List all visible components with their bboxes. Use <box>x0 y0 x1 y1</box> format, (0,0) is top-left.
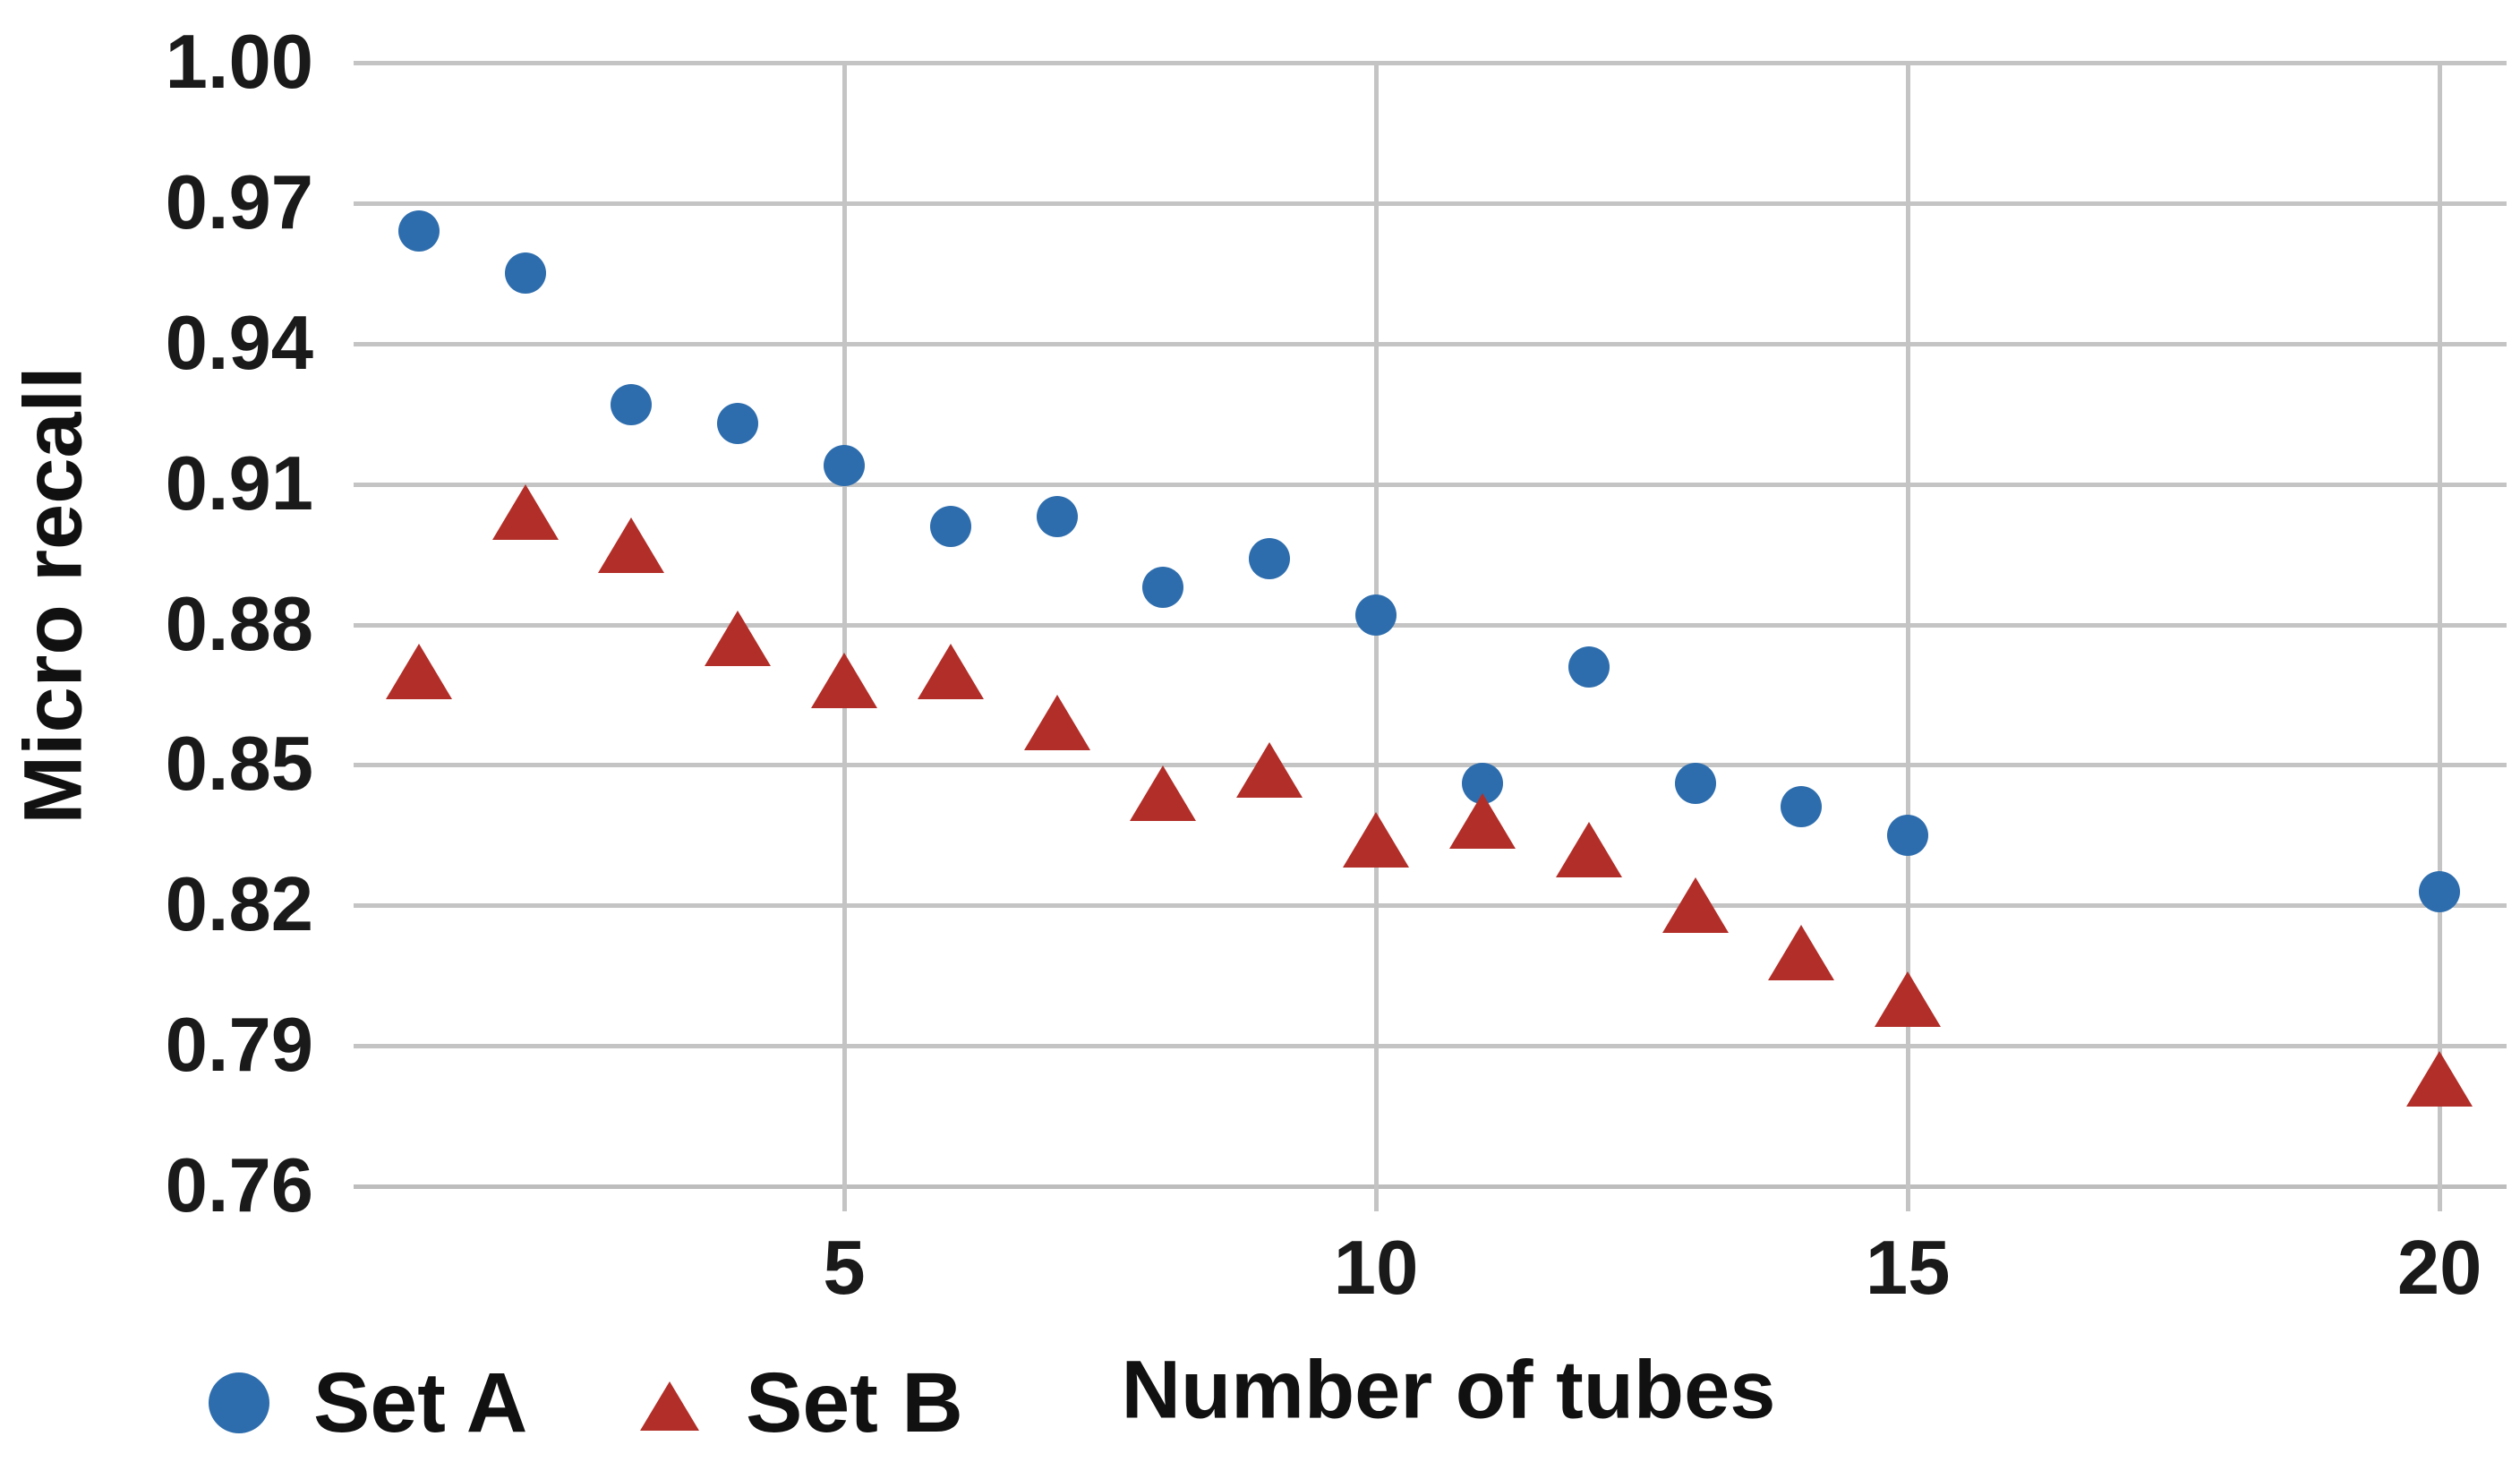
gridline-y <box>354 903 2507 909</box>
gridline-y <box>354 763 2507 768</box>
gridline-y <box>354 61 2507 65</box>
data-point-set-b <box>1768 924 1835 980</box>
y-tick-label: 0.85 <box>165 722 313 808</box>
data-point-set-a <box>929 505 971 547</box>
data-point-set-a <box>1674 763 1716 805</box>
data-point-set-b <box>1023 695 1090 751</box>
data-point-set-a <box>824 444 866 486</box>
data-point-set-a <box>1887 814 1929 856</box>
gridline-y <box>354 1184 2507 1189</box>
data-point-set-a <box>1781 786 1823 828</box>
y-tick-label: 1.00 <box>165 20 313 105</box>
gridline-y <box>354 1044 2507 1049</box>
data-point-set-b <box>491 484 559 540</box>
y-tick-label: 0.79 <box>165 1003 313 1089</box>
data-point-set-a <box>1249 538 1291 580</box>
gridline-x <box>2438 63 2443 1211</box>
gridline-x <box>1374 63 1380 1211</box>
legend-set-a-circle-icon <box>209 1372 269 1433</box>
gridline-x <box>1906 63 1911 1211</box>
data-point-set-a <box>397 210 440 252</box>
gridline-y <box>354 622 2507 628</box>
data-point-set-a <box>1036 496 1078 538</box>
y-tick-label: 0.94 <box>165 300 313 386</box>
gridline-x <box>842 63 848 1211</box>
legend-set-a-label: Set A <box>313 1355 528 1450</box>
data-point-set-b <box>385 643 452 699</box>
gridline-y <box>354 482 2507 487</box>
y-tick-label: 0.91 <box>165 440 313 526</box>
data-point-set-a <box>1142 566 1184 608</box>
data-point-set-b <box>1555 821 1622 877</box>
data-point-set-a <box>1355 594 1397 637</box>
data-point-set-b <box>917 643 984 699</box>
gridline-y <box>354 201 2507 206</box>
data-point-set-a <box>717 402 759 444</box>
legend-set-b-triangle-icon <box>640 1381 699 1431</box>
data-point-set-a <box>1568 646 1610 688</box>
data-point-set-b <box>1448 793 1516 850</box>
data-point-set-b <box>2406 1050 2473 1107</box>
y-axis-title: Micro recall <box>7 366 99 825</box>
y-tick-label: 0.88 <box>165 581 313 667</box>
data-point-set-b <box>598 517 665 573</box>
y-tick-label: 0.97 <box>165 159 313 245</box>
data-point-set-a <box>2419 870 2461 912</box>
data-point-set-b <box>1343 812 1410 868</box>
x-tick-label: 20 <box>2396 1226 2482 1311</box>
data-point-set-b <box>811 653 878 709</box>
y-tick-label: 0.76 <box>165 1143 313 1228</box>
x-tick-label: 5 <box>823 1226 866 1311</box>
data-point-set-b <box>1661 877 1729 934</box>
data-point-set-b <box>1130 765 1197 821</box>
y-tick-label: 0.82 <box>165 862 313 948</box>
legend-set-b-label: Set B <box>746 1355 963 1450</box>
data-point-set-a <box>611 383 653 425</box>
x-tick-label: 15 <box>1865 1226 1951 1311</box>
data-point-set-b <box>1236 741 1303 798</box>
x-axis-title: Number of tubes <box>1121 1344 1776 1436</box>
data-point-set-b <box>705 611 772 667</box>
x-tick-label: 10 <box>1333 1226 1419 1311</box>
data-point-set-b <box>1875 970 1942 1027</box>
gridline-y <box>354 341 2507 346</box>
data-point-set-a <box>504 252 546 295</box>
